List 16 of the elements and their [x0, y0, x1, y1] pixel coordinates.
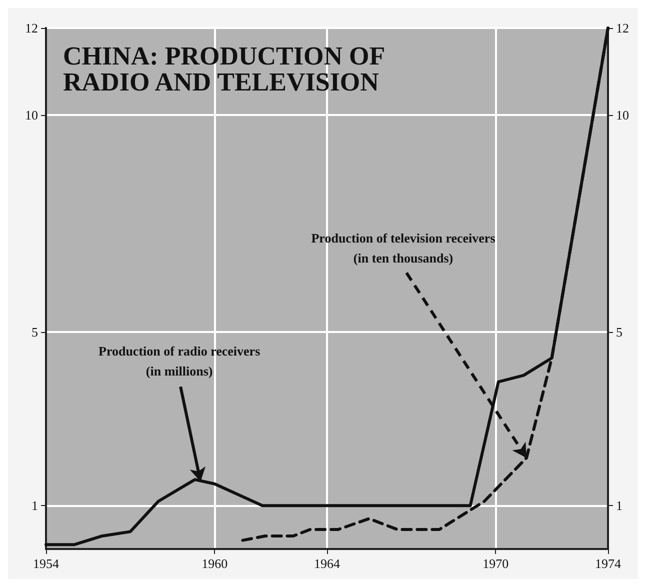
text: CHINA: PRODUCTION OF RADIO AND TELEVISION	[63, 42, 386, 96]
annotation: Production of television receivers (in ten thousands)	[311, 230, 496, 266]
y2-tick-label: 12	[616, 20, 629, 36]
y2-tick-label: 5	[616, 324, 622, 340]
y-tick-label: 12	[25, 20, 38, 36]
x-tick-label: 1960	[202, 556, 228, 571]
y-tick-label: 10	[25, 107, 38, 122]
y2-tick-label: 1	[616, 498, 622, 514]
y-tick-label: 1	[32, 498, 38, 514]
x-tick-label: 1974	[595, 556, 622, 571]
annotation: Production of radio receivers (in millions)	[98, 343, 260, 378]
x-tick-label: 1970	[482, 556, 509, 571]
y-tick-label: 5	[32, 324, 38, 340]
y2-tick-label: 10	[616, 107, 629, 122]
x-tick-label: 1954	[33, 556, 60, 571]
x-tick-label: 1964	[314, 556, 340, 571]
